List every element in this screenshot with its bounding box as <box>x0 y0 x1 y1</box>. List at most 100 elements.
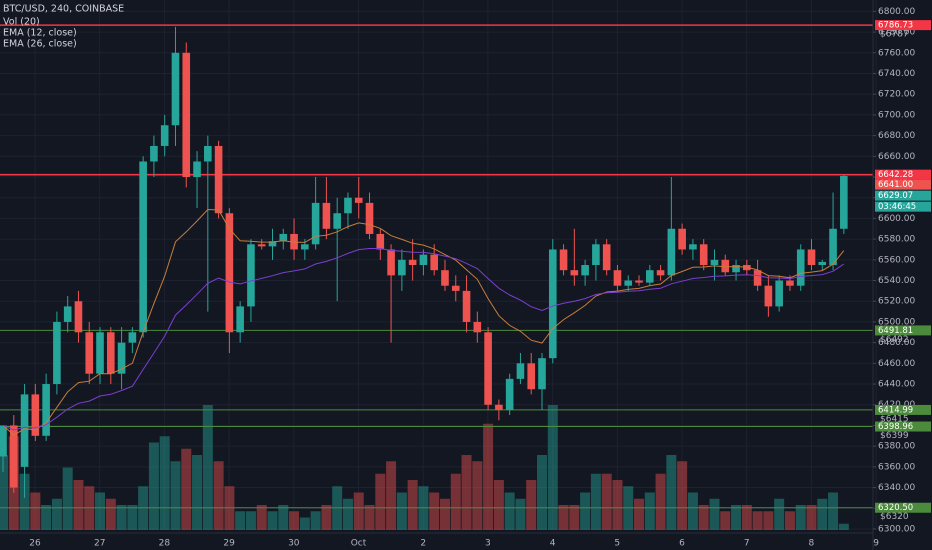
y-tick-label: 6540.00 <box>878 276 915 286</box>
candle-body <box>786 280 794 286</box>
volume-bar <box>698 505 709 530</box>
countdown: 03:46:45 <box>878 202 916 212</box>
candle-body <box>128 332 137 343</box>
volume-bar <box>353 492 364 530</box>
candle-body <box>667 228 676 276</box>
volume-bar <box>105 498 116 530</box>
volume-bar <box>666 455 677 530</box>
x-tick-label: 27 <box>94 539 105 549</box>
ema-line <box>2 248 845 431</box>
volume-bar <box>30 492 41 530</box>
candle-body <box>344 197 352 214</box>
x-tick-label: 2 <box>420 539 426 549</box>
y-tick-label: 6560.00 <box>878 255 915 265</box>
volume-bar <box>752 511 763 530</box>
candle-body <box>538 358 546 390</box>
volume-bar <box>439 498 450 530</box>
level-box <box>875 169 931 180</box>
y-tick-label: 6360.00 <box>878 462 915 472</box>
volume-bar <box>170 461 181 530</box>
candle-body <box>840 175 848 229</box>
candle-body <box>74 301 83 333</box>
x-tick-label: 5 <box>614 539 620 549</box>
candle-body <box>559 249 568 271</box>
y-tick-label: 6800.00 <box>878 7 915 17</box>
x-tick-label: 29 <box>223 539 235 549</box>
candle-body <box>721 259 730 273</box>
volume-bar <box>504 492 515 530</box>
candle-body <box>430 254 438 271</box>
volume-bar <box>537 455 547 530</box>
volume-bar <box>590 473 601 530</box>
y-tick-label: 6500.00 <box>878 317 915 327</box>
y-tick-label: 6600.00 <box>878 214 915 224</box>
candle-body <box>160 125 169 146</box>
level-value: 6786.73 <box>878 21 913 31</box>
volume-bar <box>741 505 752 530</box>
volume-bar <box>547 405 558 530</box>
level-tag: $6320 <box>880 512 909 522</box>
volume-bar <box>310 511 321 530</box>
indicator-label: EMA (12, close) <box>3 27 77 38</box>
level-box <box>875 20 931 31</box>
candle-body <box>214 145 223 214</box>
volume-bar <box>461 455 472 530</box>
candle-body <box>182 52 191 178</box>
candle-body <box>710 259 719 265</box>
candle-body <box>807 249 816 265</box>
candle-body <box>699 244 708 265</box>
volume-bar <box>720 511 731 530</box>
volume-bar <box>19 473 30 530</box>
level-value: 6320.50 <box>878 503 913 513</box>
volume-bar <box>364 505 375 530</box>
candle-body <box>354 197 363 203</box>
volume-bar <box>687 492 698 530</box>
candle-body <box>592 244 600 265</box>
candle-body <box>398 259 406 276</box>
candle-body <box>150 145 158 162</box>
candle-body <box>387 249 395 276</box>
candle-body <box>225 213 234 333</box>
candle-body <box>301 244 309 250</box>
price-tag-box <box>875 190 931 201</box>
price-tag: 6629.07 <box>878 191 913 201</box>
level-box <box>875 404 931 415</box>
candle-body <box>764 285 773 307</box>
x-tick-label: 7 <box>744 539 750 549</box>
y-tick-label: 6460.00 <box>878 359 915 369</box>
candle-body <box>473 321 482 333</box>
level-box <box>875 502 931 513</box>
x-tick-label: 4 <box>550 539 556 549</box>
candle-body <box>42 384 50 436</box>
level-box <box>875 325 931 336</box>
volume-bar <box>396 492 407 530</box>
candle-body <box>311 202 320 245</box>
volume-bar <box>0 455 8 530</box>
candle-body <box>9 425 18 488</box>
candle-body <box>732 265 740 273</box>
volume-bar <box>278 505 289 530</box>
volume-bar <box>483 423 494 530</box>
candle-body <box>516 363 525 379</box>
volume-bar <box>580 492 591 530</box>
volume-bar <box>73 480 84 530</box>
candle-body <box>635 280 643 283</box>
y-tick-label: 6580.00 <box>878 235 915 245</box>
level-value: 6414.99 <box>878 405 913 415</box>
y-tick-label: 6700.00 <box>878 110 915 120</box>
y-tick-label: 6520.00 <box>878 297 915 307</box>
candle-body <box>204 145 212 162</box>
volume-bar <box>321 505 332 530</box>
candle-body <box>548 249 557 359</box>
chart-title: BTC/USD, 240, COINBASE <box>3 3 124 14</box>
volume-bar <box>493 480 504 530</box>
volume-bar <box>838 523 849 530</box>
countdown-box <box>875 201 931 212</box>
x-tick-label: 6 <box>679 539 685 549</box>
volume-bar <box>450 473 461 530</box>
candle-body <box>818 261 827 265</box>
level-tag: $6415 <box>880 414 909 424</box>
volume-bar <box>709 498 720 530</box>
x-tick-label: 9 <box>873 539 879 549</box>
